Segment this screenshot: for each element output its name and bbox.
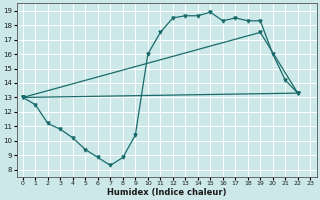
- X-axis label: Humidex (Indice chaleur): Humidex (Indice chaleur): [107, 188, 226, 197]
